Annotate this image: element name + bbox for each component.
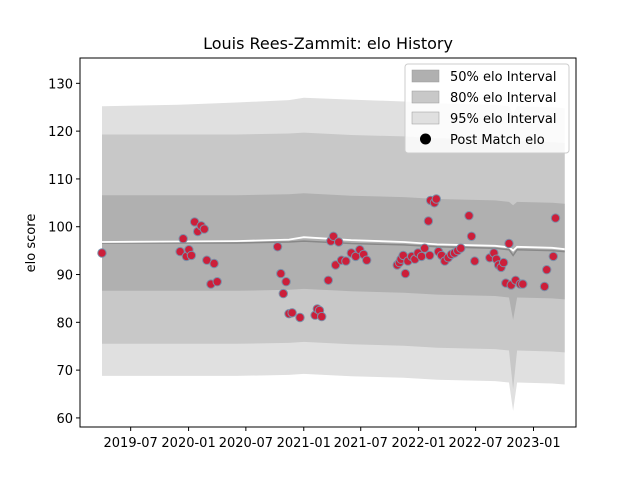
data-point	[295, 312, 305, 323]
y-tick-label: 80	[56, 316, 73, 331]
data-point	[178, 234, 188, 244]
legend-swatch	[411, 111, 440, 125]
data-point	[317, 311, 327, 322]
data-point	[550, 213, 561, 223]
data-point	[466, 231, 477, 242]
x-axis: 2019-07 2020-01 2020-07 2021-01 2021-07 2022-…	[104, 427, 561, 451]
post-match-points	[97, 194, 561, 323]
legend: 50% elo Interval 80% elo Interval 95% elo …	[404, 63, 570, 154]
band-50	[102, 193, 565, 320]
data-point	[287, 308, 297, 318]
data-point	[209, 258, 219, 269]
y-tick-label: 120	[48, 125, 73, 140]
data-point	[419, 243, 430, 253]
data-point	[341, 256, 351, 266]
data-point	[278, 288, 288, 299]
median-line	[102, 240, 565, 257]
x-tick-label: 2021-07	[334, 436, 388, 451]
data-point	[323, 275, 333, 285]
x-tick-label: 2019-07	[104, 436, 158, 451]
legend-swatch	[411, 90, 440, 104]
x-tick-label: 2020-01	[161, 436, 215, 451]
y-axis: 60 70 80 90 100 110 120 130	[48, 77, 80, 427]
data-point	[281, 277, 291, 287]
mean-line	[101, 236, 565, 252]
data-point	[362, 255, 372, 265]
data-point	[548, 251, 558, 262]
x-tick-label: 2023-01	[506, 436, 560, 451]
x-tick-label: 2020-07	[219, 436, 273, 451]
data-point	[276, 268, 286, 279]
data-point	[199, 224, 210, 234]
data-point	[423, 216, 434, 226]
legend-label: Post Match elo	[450, 133, 545, 148]
data-point	[328, 231, 339, 242]
data-point	[456, 243, 466, 253]
data-point	[334, 237, 344, 247]
data-point	[212, 277, 222, 287]
data-point	[542, 265, 552, 275]
y-tick-label: 70	[56, 364, 73, 379]
trend-lines	[101, 236, 565, 257]
legend-label: 95% elo Interval	[450, 112, 557, 127]
y-tick-label: 100	[48, 221, 73, 236]
data-point	[425, 250, 435, 261]
data-point	[97, 248, 107, 258]
plot-frame	[79, 57, 577, 428]
y-tick-label: 130	[48, 77, 73, 92]
data-point	[400, 268, 411, 279]
legend-swatch	[411, 69, 440, 83]
legend-label: 80% elo Interval	[450, 91, 557, 106]
y-tick-label: 110	[48, 173, 73, 188]
data-point	[504, 238, 514, 249]
legend-label: 50% elo Interval	[450, 70, 557, 85]
data-point	[470, 256, 480, 266]
x-tick-label: 2021-01	[277, 436, 331, 451]
chart-title: Louis Rees-Zammit: elo History	[203, 34, 453, 53]
data-point	[186, 250, 197, 261]
y-axis-label: elo score	[24, 214, 39, 273]
y-tick-label: 90	[56, 269, 73, 284]
data-point	[416, 251, 427, 262]
data-point	[272, 242, 283, 252]
data-point	[175, 246, 185, 257]
x-tick-label: 2022-01	[391, 436, 445, 451]
data-point	[539, 281, 550, 292]
legend-box	[404, 63, 570, 154]
x-tick-label: 2022-07	[448, 436, 502, 451]
data-point	[518, 279, 528, 289]
data-point	[464, 211, 474, 221]
data-point	[498, 257, 509, 268]
legend-marker	[420, 133, 431, 145]
y-tick-label: 60	[56, 412, 73, 427]
data-point	[431, 194, 441, 204]
